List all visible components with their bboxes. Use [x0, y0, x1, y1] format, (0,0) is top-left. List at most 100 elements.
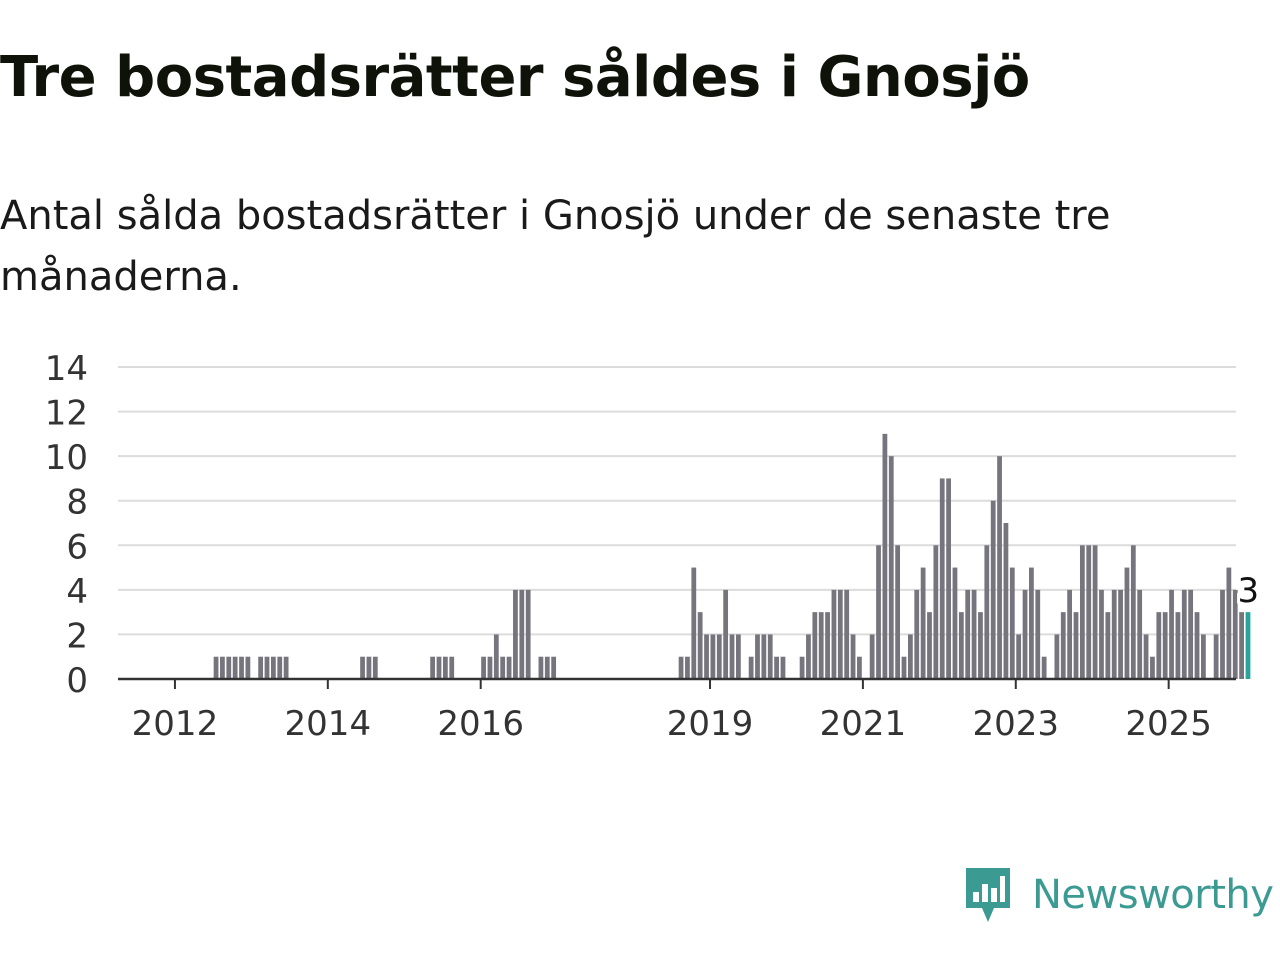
bar	[1060, 612, 1066, 679]
bar	[1035, 589, 1041, 679]
bar	[907, 634, 913, 679]
bar	[1188, 589, 1194, 679]
bar	[525, 589, 531, 679]
bar	[430, 656, 436, 679]
bar	[1105, 612, 1111, 679]
bar	[831, 589, 837, 679]
bar	[755, 634, 760, 679]
bar	[1079, 545, 1085, 679]
bar	[736, 634, 741, 679]
bar	[213, 656, 219, 679]
y-tick-label: 10	[45, 438, 88, 478]
brand-name: Newsworthy	[1032, 872, 1274, 918]
bar	[1143, 634, 1149, 679]
bar	[946, 478, 951, 679]
bar	[1130, 545, 1136, 679]
bar	[1041, 656, 1047, 679]
bar	[372, 656, 378, 679]
bar	[780, 656, 786, 679]
bar	[493, 634, 499, 679]
bar	[704, 634, 709, 679]
y-tick-label: 14	[45, 349, 88, 389]
bar	[748, 656, 754, 679]
bar	[767, 634, 773, 679]
x-tick-label: 2012	[132, 704, 219, 744]
bar	[774, 656, 779, 679]
bar	[519, 589, 525, 679]
bar	[1194, 612, 1200, 679]
bar	[1162, 612, 1168, 679]
chart-title: Tre bostadsrätter såldes i Gnosjö	[0, 45, 1030, 110]
bar	[920, 567, 926, 679]
bar	[513, 589, 518, 679]
y-tick-label: 0	[66, 661, 88, 701]
bar	[678, 656, 684, 679]
bar	[360, 656, 365, 679]
bar	[1003, 523, 1009, 679]
bar	[1009, 567, 1015, 679]
bar	[723, 589, 729, 679]
bar	[818, 612, 824, 679]
bar	[812, 612, 818, 679]
bar	[825, 612, 830, 679]
bar	[1201, 634, 1206, 679]
bar	[729, 634, 735, 679]
bar	[895, 545, 901, 679]
bar	[258, 656, 264, 679]
bar	[1016, 634, 1022, 679]
bar	[850, 634, 856, 679]
bar	[538, 656, 544, 679]
bar	[914, 589, 920, 679]
bar	[506, 656, 512, 679]
y-tick-label: 12	[45, 394, 88, 434]
newsworthy-logo-icon	[966, 868, 1010, 922]
bar	[958, 612, 964, 679]
bar	[978, 612, 983, 679]
x-tick-label: 2016	[437, 704, 524, 744]
bar	[1220, 589, 1225, 679]
x-tick-label: 2023	[973, 704, 1060, 744]
chart-subtitle: Antal sålda bostadsrätter i Gnosjö under…	[0, 193, 1111, 300]
bar	[984, 545, 990, 679]
y-tick-label: 4	[66, 572, 88, 612]
bar	[799, 656, 805, 679]
bar	[965, 589, 971, 679]
bar	[1239, 612, 1244, 679]
gridlines	[118, 366, 1236, 636]
bar	[551, 656, 557, 679]
bar	[1118, 589, 1123, 679]
bar	[1213, 634, 1219, 679]
bar	[990, 500, 996, 679]
y-tick-label: 8	[66, 483, 88, 523]
bar	[500, 656, 506, 679]
annotations: 3	[1234, 568, 1262, 614]
bar	[1111, 589, 1117, 679]
bar	[1150, 656, 1155, 679]
x-tick-label: 2025	[1125, 704, 1212, 744]
bar	[685, 656, 690, 679]
bar	[1181, 589, 1187, 679]
bar	[436, 656, 442, 679]
brand-logo: Newsworthy	[962, 860, 1274, 930]
bar	[888, 456, 894, 679]
y-tick-label: 6	[66, 527, 88, 567]
bar	[1175, 612, 1181, 679]
bar	[1232, 589, 1238, 679]
bar	[901, 656, 907, 679]
bar	[449, 656, 455, 679]
bar	[245, 656, 251, 679]
bar	[366, 656, 372, 679]
bar	[1137, 589, 1143, 679]
bar	[277, 656, 283, 679]
bar	[1099, 589, 1104, 679]
x-axis-ticks: 2012 2014 2016 2019 2021 2023 2025	[132, 679, 1212, 744]
data-label: 3	[1237, 571, 1259, 611]
bar	[1156, 612, 1162, 679]
bars	[213, 433, 1251, 679]
bar	[716, 634, 722, 679]
bar	[952, 567, 958, 679]
bar	[939, 478, 945, 679]
bar	[220, 656, 225, 679]
bar	[837, 589, 843, 679]
